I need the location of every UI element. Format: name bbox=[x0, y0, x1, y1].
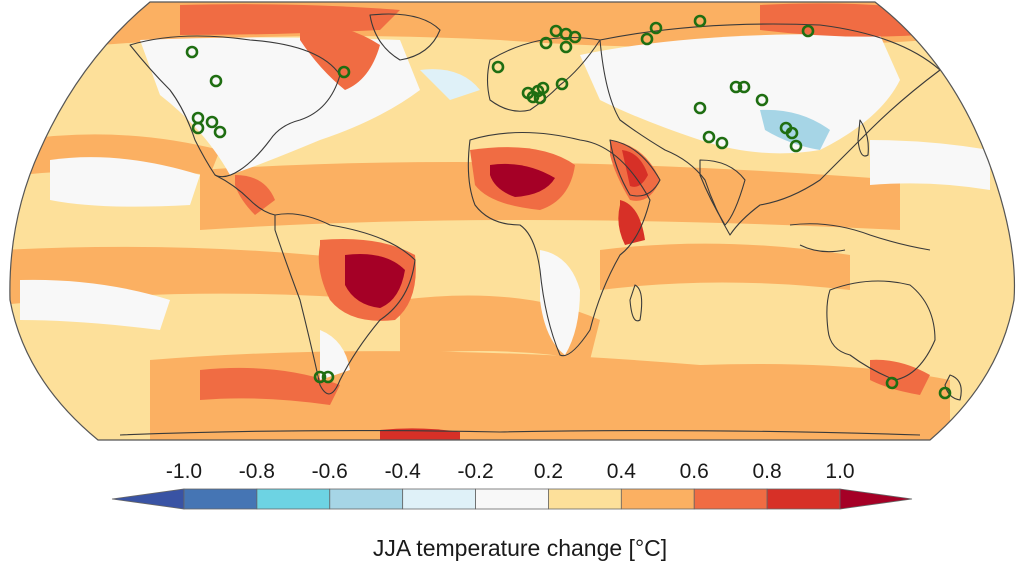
field-region-antarctic-red bbox=[380, 428, 460, 440]
coastline-north-america bbox=[129, 35, 341, 178]
coastlines bbox=[119, 13, 962, 436]
colorbar-tick-label: 0.4 bbox=[607, 460, 637, 483]
colorbar: -1.0 -0.8 -0.6 -0.4 -0.2 0.2 0.4 0.6 0.8 1.0 JJA … bbox=[111, 460, 913, 561]
colorbar-bin bbox=[548, 488, 622, 510]
site-marker bbox=[568, 30, 582, 44]
field-region-siberia-north bbox=[760, 3, 930, 37]
colorbar-bin bbox=[256, 488, 331, 510]
site-marker bbox=[885, 376, 899, 390]
site-marker bbox=[191, 121, 205, 135]
site-marker bbox=[693, 14, 707, 28]
colorbar-bin bbox=[839, 488, 913, 510]
site-marker bbox=[789, 139, 803, 153]
coastline-greenland bbox=[369, 13, 441, 61]
colorbar-bin bbox=[329, 488, 404, 510]
coastline-japan bbox=[857, 119, 869, 157]
site-marker bbox=[715, 136, 729, 150]
field-region-sahara-core bbox=[490, 163, 555, 197]
field-region-central-america bbox=[235, 175, 275, 215]
coastline-arabia bbox=[609, 139, 661, 197]
site-marker bbox=[555, 77, 569, 91]
globe-outline bbox=[9, 1, 1016, 441]
site-marker bbox=[938, 386, 952, 400]
site-marker bbox=[785, 126, 799, 140]
field-region-north-atlantic-blue bbox=[420, 69, 480, 100]
colorbar-tick-label: -0.2 bbox=[457, 460, 493, 483]
field-region-east-africa bbox=[618, 200, 645, 245]
field-region-amazon-core bbox=[345, 254, 405, 308]
coastline-india bbox=[699, 159, 746, 226]
colorbar-tick-label: -1.0 bbox=[166, 460, 202, 483]
site-marker bbox=[209, 74, 223, 88]
field-region-patagonia bbox=[320, 330, 350, 380]
colorbar-tick-label: 0.6 bbox=[680, 460, 709, 483]
colorbar-bin bbox=[620, 488, 695, 510]
site-marker bbox=[185, 45, 199, 59]
field-region-pacific-white bbox=[50, 157, 200, 207]
colorbar-bins bbox=[111, 488, 913, 510]
coastline-central-america bbox=[214, 174, 276, 216]
colorbar-label: JJA temperature change [°C] bbox=[373, 535, 667, 561]
site-marker bbox=[539, 36, 553, 50]
site-marker bbox=[337, 65, 351, 79]
site-marker bbox=[313, 370, 327, 384]
colorbar-tick-label: 1.0 bbox=[825, 460, 854, 483]
site-marker bbox=[693, 101, 707, 115]
field-region-canada-arctic bbox=[300, 20, 380, 90]
coastline-asia bbox=[599, 23, 941, 236]
site-marker bbox=[321, 370, 335, 384]
site-marker bbox=[737, 80, 751, 94]
site-marker bbox=[559, 40, 573, 54]
site-marker bbox=[491, 60, 505, 74]
coastline-australia bbox=[826, 280, 936, 381]
colorbar-tick-label: -0.4 bbox=[385, 460, 422, 483]
field-region-sw-pacific bbox=[200, 367, 340, 405]
site-marker bbox=[702, 130, 716, 144]
site-marker bbox=[533, 91, 547, 105]
field-region-south-pacific-white bbox=[20, 279, 170, 330]
coastline-antarctica bbox=[119, 429, 921, 436]
field-region-west-pacific-white bbox=[870, 140, 990, 190]
field-region-australia-south bbox=[870, 359, 930, 395]
site-marker bbox=[729, 80, 743, 94]
colorbar-tick-label: 0.2 bbox=[534, 460, 563, 483]
site-markers bbox=[185, 14, 952, 400]
field-region-south-ocean bbox=[150, 351, 950, 440]
coastline-madagascar bbox=[629, 284, 643, 322]
colorbar-bin bbox=[402, 488, 476, 510]
colorbar-bin bbox=[111, 488, 185, 510]
colorbar-bin bbox=[475, 488, 549, 510]
site-marker bbox=[801, 24, 815, 38]
colorbar-bin bbox=[183, 488, 258, 510]
field-region-africa-south bbox=[540, 250, 580, 355]
colorbar-bin bbox=[766, 488, 841, 510]
coastline-south-america bbox=[274, 213, 416, 395]
colorbar-ticks: -1.0 -0.8 -0.6 -0.4 -0.2 0.2 0.4 0.6 0.8 1.0 bbox=[166, 460, 855, 483]
site-marker bbox=[649, 21, 663, 35]
coastline-africa bbox=[467, 132, 651, 357]
site-marker bbox=[755, 93, 769, 107]
colorbar-tick-label: -0.6 bbox=[312, 460, 348, 483]
colorbar-tick-label: -0.8 bbox=[239, 460, 275, 483]
coastline-se-asia-islands bbox=[789, 223, 931, 253]
field-region-arabia-core bbox=[622, 150, 648, 187]
colorbar-tick-label: 0.8 bbox=[753, 460, 782, 483]
field-region-indian-ocean bbox=[600, 243, 850, 290]
temperature-field bbox=[9, 2, 1015, 440]
site-marker bbox=[640, 32, 654, 46]
coastline-europe bbox=[486, 36, 601, 112]
colorbar-bin bbox=[693, 488, 768, 510]
site-marker bbox=[213, 125, 227, 139]
site-marker bbox=[205, 115, 219, 129]
field-region-greenland bbox=[180, 4, 400, 35]
